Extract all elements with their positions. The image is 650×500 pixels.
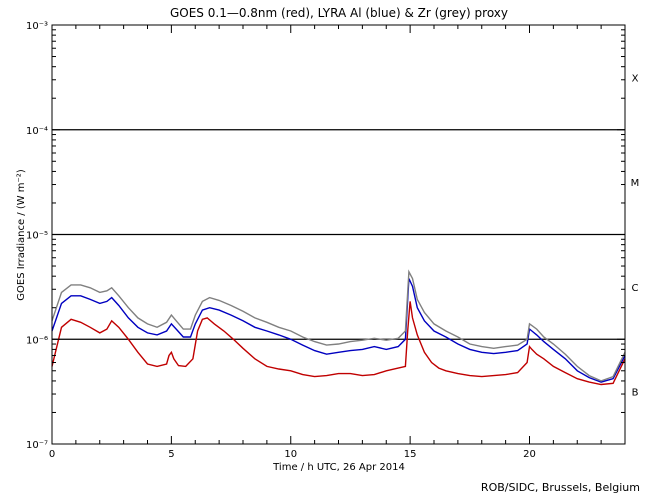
- series-line-0: [51, 301, 626, 386]
- series-line-1: [51, 278, 626, 383]
- x-tick-label: 5: [168, 449, 174, 460]
- axes: [51, 24, 626, 445]
- x-tick-label: 10: [284, 449, 297, 460]
- chart-title: GOES 0.1—0.8nm (red), LYRA Al (blue) & Z…: [170, 6, 508, 20]
- series-line-2: [51, 269, 626, 382]
- flare-class-label: X: [632, 73, 639, 84]
- x-tick-label: 15: [404, 449, 417, 460]
- y-tick-label: 10⁻⁶: [26, 335, 48, 346]
- y-tick-label: 10⁻⁷: [26, 440, 48, 451]
- flare-class-label: B: [632, 388, 639, 399]
- threshold-lines: [52, 129, 625, 340]
- tick-labels: 0 5 10 15 20 10⁻⁷ 10⁻⁶ 10⁻⁵ 10⁻⁴ 10⁻³ X M C B: [26, 21, 639, 460]
- y-tick-label: 10⁻⁴: [26, 126, 48, 137]
- footer-credit: ROB/SIDC, Brussels, Belgium: [480, 481, 640, 494]
- x-tick-label: 0: [49, 449, 55, 460]
- data-series: [51, 269, 626, 386]
- flare-class-label: C: [632, 283, 639, 294]
- y-tick-label: 10⁻³: [26, 21, 48, 32]
- y-tick-label: 10⁻⁵: [26, 231, 48, 242]
- x-axis-label: Time / h UTC, 26 Apr 2014: [272, 462, 405, 473]
- y-axis-label: GOES Irradiance / (W m⁻²): [16, 169, 27, 301]
- flare-class-label: M: [631, 178, 640, 189]
- x-tick-label: 20: [523, 449, 536, 460]
